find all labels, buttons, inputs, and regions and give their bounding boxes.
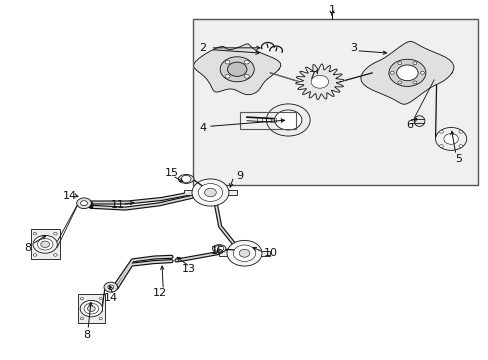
Circle shape (412, 62, 416, 65)
Circle shape (389, 71, 393, 74)
Circle shape (266, 104, 309, 136)
Circle shape (388, 59, 425, 86)
Circle shape (226, 240, 262, 266)
Circle shape (80, 318, 83, 320)
Text: 11: 11 (111, 200, 125, 210)
Text: 3: 3 (350, 43, 357, 53)
Circle shape (439, 130, 443, 133)
Circle shape (54, 233, 57, 235)
Circle shape (80, 297, 83, 300)
Circle shape (104, 282, 117, 292)
Circle shape (37, 239, 53, 250)
Circle shape (458, 130, 462, 133)
Circle shape (420, 71, 424, 74)
Bar (183, 190, 193, 195)
Circle shape (435, 127, 466, 150)
Text: 14: 14 (62, 191, 76, 201)
Text: 2: 2 (199, 43, 206, 53)
Circle shape (227, 62, 246, 76)
Circle shape (458, 145, 462, 147)
Text: 13: 13 (181, 264, 195, 274)
Text: 1: 1 (328, 5, 335, 15)
Bar (260, 251, 270, 256)
Circle shape (439, 145, 443, 147)
Circle shape (397, 62, 401, 65)
Circle shape (214, 246, 223, 252)
Circle shape (33, 233, 37, 235)
Bar (227, 190, 237, 195)
Circle shape (233, 245, 255, 261)
Text: 10: 10 (264, 248, 278, 258)
Circle shape (244, 60, 249, 64)
Circle shape (99, 318, 102, 320)
Ellipse shape (212, 245, 225, 252)
Circle shape (396, 65, 417, 81)
Text: 15: 15 (164, 168, 178, 178)
Bar (239, 112, 295, 129)
Text: 5: 5 (454, 154, 461, 163)
Ellipse shape (413, 116, 424, 126)
Circle shape (54, 254, 57, 256)
Circle shape (41, 241, 49, 248)
Circle shape (80, 300, 102, 317)
Text: 8: 8 (24, 243, 32, 253)
Circle shape (220, 57, 254, 82)
Circle shape (84, 303, 99, 314)
Circle shape (81, 201, 87, 206)
Circle shape (108, 285, 114, 289)
Circle shape (412, 81, 416, 84)
Bar (193, 19, 477, 185)
Bar (218, 251, 228, 256)
Ellipse shape (178, 175, 194, 183)
Circle shape (77, 198, 91, 208)
Text: 7: 7 (307, 71, 315, 81)
Text: 4: 4 (199, 123, 206, 133)
Circle shape (33, 254, 37, 256)
Bar (30, 229, 60, 260)
Circle shape (224, 60, 229, 64)
Circle shape (204, 188, 216, 197)
Circle shape (87, 306, 95, 311)
Text: 14: 14 (103, 293, 118, 303)
Circle shape (397, 81, 401, 84)
Text: 12: 12 (152, 288, 166, 297)
Circle shape (181, 175, 191, 183)
Circle shape (239, 249, 249, 257)
Circle shape (224, 75, 229, 78)
Circle shape (443, 134, 458, 144)
Polygon shape (295, 64, 344, 100)
Circle shape (198, 184, 222, 202)
Circle shape (99, 297, 102, 300)
Circle shape (310, 75, 328, 88)
Circle shape (274, 110, 301, 130)
Polygon shape (360, 41, 453, 104)
Text: 9: 9 (236, 171, 243, 181)
Bar (78, 294, 104, 323)
Polygon shape (193, 44, 280, 95)
Circle shape (192, 179, 228, 206)
Text: 8: 8 (83, 330, 90, 341)
Circle shape (244, 75, 249, 78)
Text: 15: 15 (210, 247, 224, 256)
Circle shape (33, 235, 57, 253)
Text: 6: 6 (406, 120, 412, 130)
